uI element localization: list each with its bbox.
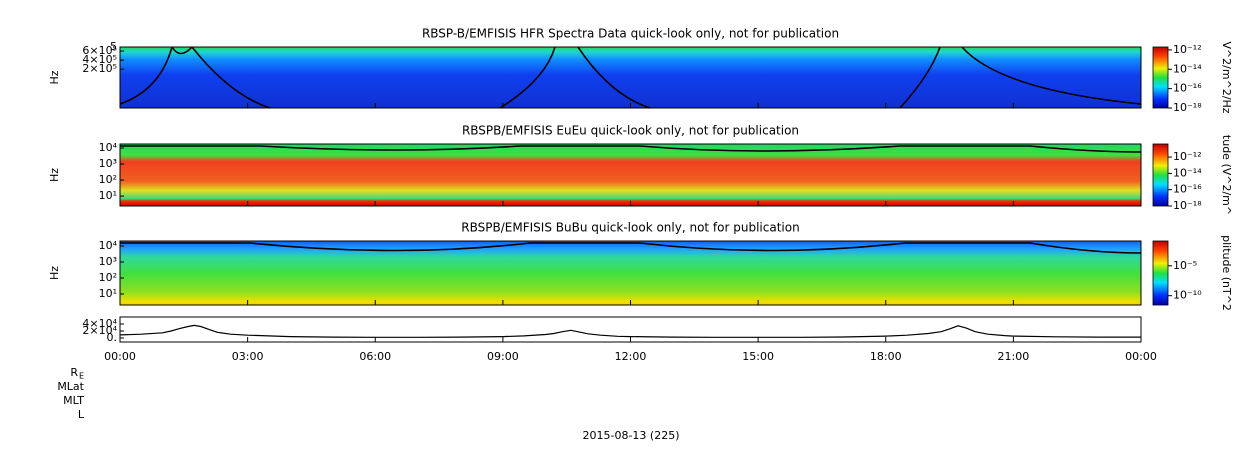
colorbar-tick-label: 10⁻¹² (1173, 150, 1202, 163)
x-tick-label: 12:00 (615, 350, 647, 363)
x-tick-label: 06:00 (359, 350, 391, 363)
colorbar-tick-label: 10⁻⁵ (1173, 259, 1197, 272)
colorbar-label: plitude (nT^2 (1220, 235, 1233, 311)
y-tick-label: 0. (107, 331, 118, 344)
decoration (119, 46, 1142, 305)
footer-row-label: R (70, 366, 78, 379)
plot-frame (119, 316, 1142, 343)
x-tick-label: 00:00 (104, 350, 136, 363)
colorbar-tick-label: 10⁻¹⁶ (1173, 82, 1202, 95)
colorbar-tick-label: 10⁻¹⁸ (1173, 101, 1202, 114)
colorbar-tick-label: 10⁻¹² (1173, 43, 1202, 56)
plot-frame (119, 143, 1142, 207)
colorbar (1152, 46, 1169, 109)
x-tick-label: 00:00 (1125, 350, 1157, 363)
y-tick-label: 6×10⁵ (82, 44, 117, 57)
colorbar-tick-label: 10⁻¹⁴ (1173, 166, 1202, 179)
y-tick-label: 10² (99, 173, 117, 186)
footer-row-label: MLT (63, 394, 84, 407)
footer-row-label: L (78, 408, 85, 421)
date-label: 2015-08-13 (225) (582, 429, 679, 442)
colorbar-label: V^2/m^2/Hz (1220, 41, 1233, 113)
colorbar-tick-label: 10⁻¹⁸ (1173, 199, 1202, 212)
colorbar-tick-label: 10⁻¹⁶ (1173, 183, 1202, 196)
y-tick-label: 10⁴ (99, 141, 118, 154)
trace-curve (119, 46, 1142, 109)
y-axis-label: Hz (48, 70, 61, 84)
spectrogram (120, 144, 1141, 206)
line-series (119, 324, 1141, 338)
plot-frame (119, 46, 1142, 109)
colorbar-tick-label: 10⁻¹⁴ (1173, 62, 1202, 75)
y-tick-label: 4×10⁵ (82, 53, 117, 66)
y-tick-label: 10¹ (99, 287, 117, 300)
plot-frame (119, 240, 1142, 306)
y-tick-label: 4×10⁴ (82, 317, 117, 330)
y-tick-label: 2×10⁴ (82, 324, 117, 337)
x-tick-label: 21:00 (998, 350, 1030, 363)
x-tick-label: 15:00 (742, 350, 774, 363)
y-axis-label: Hz (48, 168, 61, 182)
footer-row-label: E (79, 372, 84, 381)
spectrogram (120, 47, 1141, 108)
y-tick-label: 2×10⁵ (82, 62, 117, 75)
y-tick-label: 10⁴ (99, 239, 118, 252)
y-tick-label: 5 (110, 40, 117, 53)
spectrogram (120, 241, 1141, 305)
panel-title: RBSPB/EMFISIS BuBu quick-look only, not … (461, 221, 799, 235)
colorbar-label: tude (V^2/m^ (1220, 135, 1233, 215)
colorbar (1152, 143, 1169, 207)
y-tick-label: 10³ (99, 157, 117, 170)
x-tick-label: 09:00 (487, 350, 519, 363)
trace-curve (120, 242, 1142, 254)
y-tick-label: 10¹ (99, 189, 117, 202)
y-tick-label: 10² (99, 271, 117, 284)
trace-curve (120, 145, 1142, 153)
y-tick-label: 10³ (99, 255, 117, 268)
y-axis-label: Hz (48, 266, 61, 280)
x-tick-label: 03:00 (232, 350, 264, 363)
x-tick-label: 18:00 (870, 350, 902, 363)
panel-title: RBSP-B/EMFISIS HFR Spectra Data quick-lo… (422, 27, 839, 41)
colorbar-tick-label: 10⁻¹⁰ (1173, 289, 1202, 302)
footer-row-label: MLat (57, 380, 84, 393)
colorbar (1152, 240, 1169, 306)
panel-title: RBSPB/EMFISIS EuEu quick-look only, not … (462, 124, 799, 138)
